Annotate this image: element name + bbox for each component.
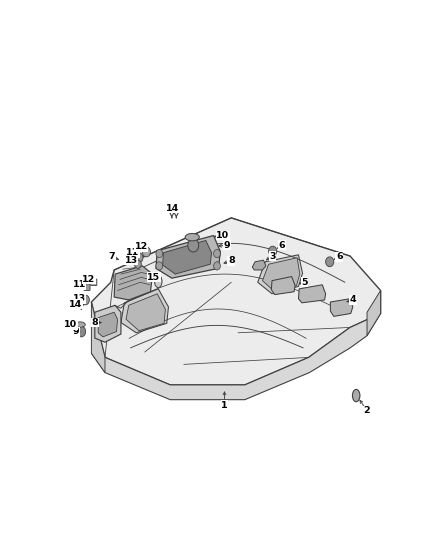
Polygon shape — [258, 255, 303, 294]
Text: 14: 14 — [166, 204, 180, 213]
Polygon shape — [262, 257, 300, 290]
Polygon shape — [162, 240, 212, 274]
Text: 15: 15 — [147, 273, 160, 282]
Polygon shape — [92, 302, 105, 373]
Ellipse shape — [155, 276, 162, 288]
Circle shape — [325, 257, 334, 266]
Text: 13: 13 — [124, 256, 138, 265]
Circle shape — [214, 249, 220, 257]
Polygon shape — [121, 289, 169, 333]
FancyBboxPatch shape — [84, 284, 90, 290]
Polygon shape — [126, 294, 166, 330]
Circle shape — [81, 295, 89, 305]
Polygon shape — [298, 285, 325, 303]
Circle shape — [188, 239, 199, 252]
Text: 13: 13 — [73, 294, 86, 303]
Polygon shape — [330, 298, 353, 317]
Circle shape — [77, 326, 86, 337]
Text: 1: 1 — [221, 401, 228, 410]
Text: 6: 6 — [279, 241, 286, 250]
Ellipse shape — [75, 322, 85, 327]
FancyBboxPatch shape — [91, 279, 97, 286]
Circle shape — [142, 247, 151, 257]
Polygon shape — [367, 290, 381, 336]
Circle shape — [214, 262, 220, 270]
Polygon shape — [92, 313, 381, 400]
Polygon shape — [98, 312, 117, 337]
Text: 12: 12 — [134, 242, 148, 251]
Polygon shape — [114, 266, 152, 300]
Polygon shape — [156, 236, 220, 278]
Text: 14: 14 — [69, 300, 82, 309]
Text: 11: 11 — [126, 248, 139, 257]
Text: 9: 9 — [72, 327, 79, 336]
Text: 10: 10 — [216, 231, 230, 240]
Ellipse shape — [185, 233, 199, 241]
Circle shape — [135, 253, 143, 263]
Text: 11: 11 — [73, 280, 86, 289]
Text: 6: 6 — [336, 252, 343, 261]
Circle shape — [134, 260, 141, 268]
Text: 2: 2 — [364, 406, 371, 415]
Circle shape — [156, 249, 162, 257]
Ellipse shape — [353, 390, 360, 402]
Text: 3: 3 — [269, 252, 276, 261]
Text: 12: 12 — [82, 275, 95, 284]
Polygon shape — [95, 305, 121, 342]
Polygon shape — [92, 218, 381, 385]
Circle shape — [268, 246, 277, 256]
Text: 8: 8 — [228, 256, 235, 265]
Text: 9: 9 — [224, 241, 230, 250]
Text: 8: 8 — [92, 318, 98, 327]
Polygon shape — [271, 277, 295, 295]
Text: 4: 4 — [350, 295, 356, 304]
Circle shape — [156, 262, 162, 270]
Polygon shape — [252, 260, 266, 270]
Text: 10: 10 — [64, 320, 77, 329]
Text: 7: 7 — [109, 252, 115, 261]
Text: 5: 5 — [301, 278, 308, 287]
